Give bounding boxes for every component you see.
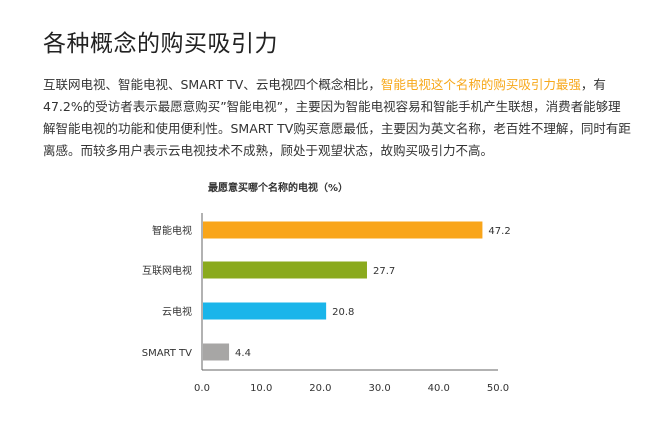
value-label: 20.8 bbox=[332, 307, 354, 318]
value-label: 27.7 bbox=[373, 266, 395, 277]
category-label: 智能电视 bbox=[152, 224, 192, 237]
x-ticks-group: 0.0 10.0 20.0 30.0 40.0 50.0 bbox=[194, 383, 509, 394]
value-label: 4.4 bbox=[235, 348, 251, 359]
x-tick-label: 20.0 bbox=[309, 383, 331, 394]
page-title: 各种概念的购买吸引力 bbox=[43, 31, 278, 57]
bar bbox=[203, 343, 230, 361]
bar bbox=[203, 221, 483, 239]
intro-text-part2: ，有47.2%的受访者表示最愿意购买”智能电视”，主要因为智能电视容易和智能手机… bbox=[43, 77, 631, 158]
bar bbox=[203, 261, 367, 279]
intro-paragraph: 互联网电视、智能电视、SMART TV、云电视四个概念相比，智能电视这个名称的购… bbox=[43, 74, 633, 162]
chart-title: 最愿意买哪个名称的电视（%） bbox=[208, 181, 348, 194]
x-tick-label: 10.0 bbox=[250, 383, 272, 394]
x-tick-label: 50.0 bbox=[487, 383, 509, 394]
intro-highlight: 智能电视这个名称的购买吸引力最强 bbox=[380, 77, 581, 92]
x-tick-label: 0.0 bbox=[194, 383, 210, 394]
bars-group: 智能电视 47.2 互联网电视 27.7 云电视 20.8 SMART TV 4.4 bbox=[142, 221, 511, 361]
category-label: 云电视 bbox=[162, 305, 192, 318]
x-tick-label: 40.0 bbox=[428, 383, 450, 394]
x-tick-label: 30.0 bbox=[368, 383, 390, 394]
intro-text-part1: 互联网电视、智能电视、SMART TV、云电视四个概念相比， bbox=[43, 77, 381, 92]
category-label: 互联网电视 bbox=[142, 264, 192, 277]
bar bbox=[203, 302, 327, 320]
value-label: 47.2 bbox=[488, 226, 510, 237]
category-label: SMART TV bbox=[142, 348, 192, 359]
